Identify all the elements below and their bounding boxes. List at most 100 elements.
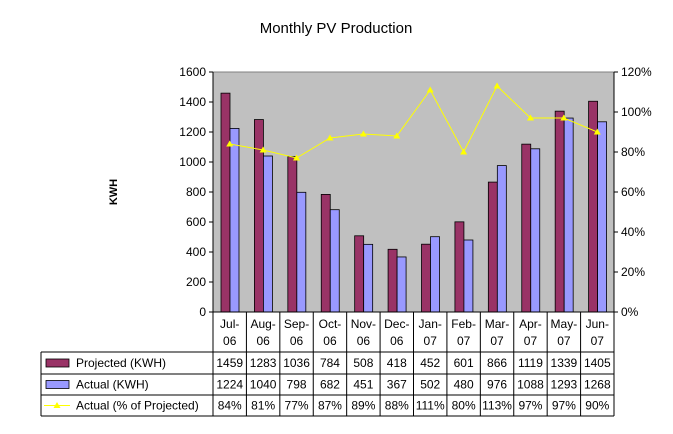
percent-marker xyxy=(493,82,501,89)
y-tick-label: 600 xyxy=(186,215,206,229)
y-tick-label: 1600 xyxy=(179,65,206,79)
actual-bar xyxy=(530,148,541,313)
table-cell: 89% xyxy=(351,399,375,413)
legend-label: Projected (KWH) xyxy=(76,356,166,370)
y-tick-label: 200 xyxy=(186,275,206,289)
y-tick-label: 0 xyxy=(199,305,206,319)
y-tick-label: 800 xyxy=(186,185,206,199)
table-cell: 97% xyxy=(518,399,542,413)
y2-tick-label: 0% xyxy=(621,305,639,319)
x-tick-label: Mar- xyxy=(485,317,510,331)
y2-tick-label: 120% xyxy=(621,65,652,79)
actual-bar xyxy=(563,117,574,313)
percent-marker xyxy=(526,114,534,121)
y-tick-label: 1200 xyxy=(179,125,206,139)
x-tick-label: 06 xyxy=(223,334,237,348)
actual-bar xyxy=(463,239,474,313)
table-cell: 452 xyxy=(420,356,440,370)
legend-label: Actual (KWH) xyxy=(76,378,149,392)
projected-bar xyxy=(320,193,331,313)
percent-marker xyxy=(293,154,301,161)
percent-marker xyxy=(326,134,334,141)
projected-bar xyxy=(354,235,365,313)
x-tick-label: Oct- xyxy=(319,317,342,331)
x-tick-label: 06 xyxy=(323,334,337,348)
actual-bar xyxy=(430,236,440,313)
projected-bar xyxy=(387,248,398,313)
percent-marker xyxy=(226,140,234,147)
legend-key-marker xyxy=(53,402,61,408)
actual-bar xyxy=(363,243,374,313)
x-tick-label: 06 xyxy=(390,334,404,348)
table-cell: 1459 xyxy=(216,356,243,370)
projected-bar xyxy=(454,221,465,313)
percent-line xyxy=(229,85,598,159)
table-cell: 84% xyxy=(218,399,242,413)
legend-label: Actual (% of Projected) xyxy=(76,399,199,413)
projected-bar xyxy=(487,181,498,313)
table-cell: 1224 xyxy=(216,378,243,392)
x-tick-label: 06 xyxy=(256,334,270,348)
actual-bar xyxy=(263,155,273,313)
legend-key xyxy=(45,380,70,389)
table-cell: 87% xyxy=(318,399,342,413)
table-cell: 1268 xyxy=(584,378,611,392)
x-tick-label: 07 xyxy=(424,334,438,348)
projected-bar xyxy=(421,243,431,313)
table-cell: 866 xyxy=(487,356,507,370)
table-cell: 97% xyxy=(552,399,576,413)
table-cell: 1040 xyxy=(250,378,277,392)
projected-bar xyxy=(521,143,532,313)
percent-marker xyxy=(426,86,434,93)
table-cell: 798 xyxy=(287,378,307,392)
table-cell: 1405 xyxy=(584,356,611,370)
y-tick-label: 1400 xyxy=(179,95,206,109)
x-tick-label: 07 xyxy=(557,334,571,348)
y2-tick-label: 20% xyxy=(621,265,645,279)
table-cell: 81% xyxy=(251,399,275,413)
y2-tick-label: 80% xyxy=(621,145,645,159)
table-cell: 1088 xyxy=(517,378,544,392)
x-tick-label: 07 xyxy=(457,334,471,348)
x-tick-label: 07 xyxy=(591,334,605,348)
table-cell: 90% xyxy=(585,399,609,413)
actual-bar xyxy=(329,209,340,313)
table-cell: 1036 xyxy=(283,356,310,370)
y2-tick-label: 60% xyxy=(621,185,645,199)
table-cell: 77% xyxy=(285,399,309,413)
x-tick-label: Jul- xyxy=(220,317,239,331)
table-cell: 1283 xyxy=(250,356,277,370)
actual-bar xyxy=(296,191,307,313)
table-cell: 976 xyxy=(487,378,507,392)
x-tick-label: Jun- xyxy=(586,317,609,331)
x-tick-label: May- xyxy=(551,317,578,331)
projected-bar xyxy=(554,110,565,313)
y2-tick-label: 100% xyxy=(621,105,652,119)
table-cell: 418 xyxy=(387,356,407,370)
table-cell: 784 xyxy=(320,356,340,370)
table-cell: 111% xyxy=(416,399,445,413)
actual-bar xyxy=(496,165,507,313)
legend-key xyxy=(45,358,70,368)
actual-bar xyxy=(229,127,240,313)
projected-bar xyxy=(220,92,231,313)
x-tick-label: Aug- xyxy=(250,317,275,331)
table-cell: 601 xyxy=(454,356,474,370)
chart-title: Monthly PV Production xyxy=(260,20,413,37)
percent-marker xyxy=(460,148,468,155)
y-tick-label: 400 xyxy=(186,245,206,259)
percent-marker xyxy=(259,146,267,153)
table-cell: 1119 xyxy=(518,356,543,370)
percent-marker xyxy=(560,114,568,121)
x-tick-label: Dec- xyxy=(384,317,409,331)
table-cell: 480 xyxy=(454,378,474,392)
table-cell: 367 xyxy=(387,378,407,392)
y2-tick-label: 40% xyxy=(621,225,645,239)
table-cell: 1293 xyxy=(551,378,578,392)
x-tick-label: Sep- xyxy=(284,317,309,331)
table-cell: 451 xyxy=(353,378,373,392)
actual-bar xyxy=(396,256,407,313)
table-cell: 502 xyxy=(420,378,440,392)
table-cell: 80% xyxy=(452,399,476,413)
